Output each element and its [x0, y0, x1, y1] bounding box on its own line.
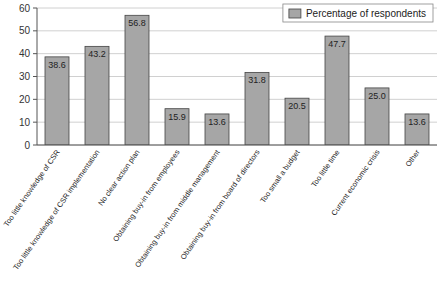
x-tick-label: Other [404, 148, 422, 169]
legend: Percentage of respondents [289, 8, 426, 19]
data-label: 43.2 [88, 49, 106, 59]
y-tick-label: 60 [19, 3, 31, 14]
x-tick-label: Too small a budget [258, 147, 302, 204]
tick-mark [33, 76, 37, 77]
tick-mark [33, 145, 37, 146]
tick-mark [33, 122, 37, 123]
bar [85, 46, 109, 145]
grid-line [37, 145, 437, 146]
y-tick-label: 10 [19, 117, 31, 128]
bar [165, 109, 189, 145]
data-label: 47.7 [328, 39, 346, 49]
legend-swatch [289, 9, 301, 18]
x-tick-label: Obtaining buy-in from employees [111, 148, 182, 244]
legend-frame [283, 4, 433, 22]
tick-mark [33, 53, 37, 54]
y-tick-label: 0 [24, 140, 30, 151]
x-tick-label: Obtaining buy-in from middle management [133, 147, 222, 269]
legend-label: Percentage of respondents [306, 8, 426, 19]
data-label: 38.6 [48, 60, 66, 70]
x-tick-label: Obtaining buy-in from board of directors [178, 148, 261, 262]
bar [365, 88, 389, 145]
bar [285, 98, 309, 145]
bar [405, 114, 429, 145]
y-tick-label: 30 [19, 71, 31, 82]
chart: 0 10 20 30 40 50 60 38.6 43.2 56.8 15.9 13.6 31.8 20.… [0, 0, 440, 292]
bar [245, 72, 269, 145]
bar [125, 15, 149, 145]
data-label: 25.0 [368, 91, 386, 101]
data-label: 13.6 [408, 117, 426, 127]
x-tick-label: Too little time [309, 148, 341, 189]
x-axis [37, 145, 437, 146]
bars [45, 15, 429, 145]
tick-mark [33, 8, 37, 9]
bar [325, 36, 349, 145]
data-label: 31.8 [248, 75, 266, 85]
y-axis [37, 8, 38, 145]
grid-line [37, 30, 437, 31]
x-tick-label: No clear action plan [96, 148, 141, 207]
data-label: 13.6 [208, 117, 226, 127]
data-label: 56.8 [128, 18, 146, 28]
x-tick-label: Too little knowledge of CSR implementati… [11, 148, 101, 272]
y-tick-label: 50 [19, 25, 31, 36]
tick-mark [33, 99, 37, 100]
x-tick-label: Current economic crisis [329, 148, 381, 218]
data-label: 15.9 [168, 112, 186, 122]
y-tick-label: 40 [19, 48, 31, 59]
tick-mark [33, 30, 37, 31]
data-label: 20.5 [288, 101, 306, 111]
y-tick-label: 20 [19, 94, 31, 105]
bar [205, 114, 229, 145]
bar [45, 57, 69, 145]
